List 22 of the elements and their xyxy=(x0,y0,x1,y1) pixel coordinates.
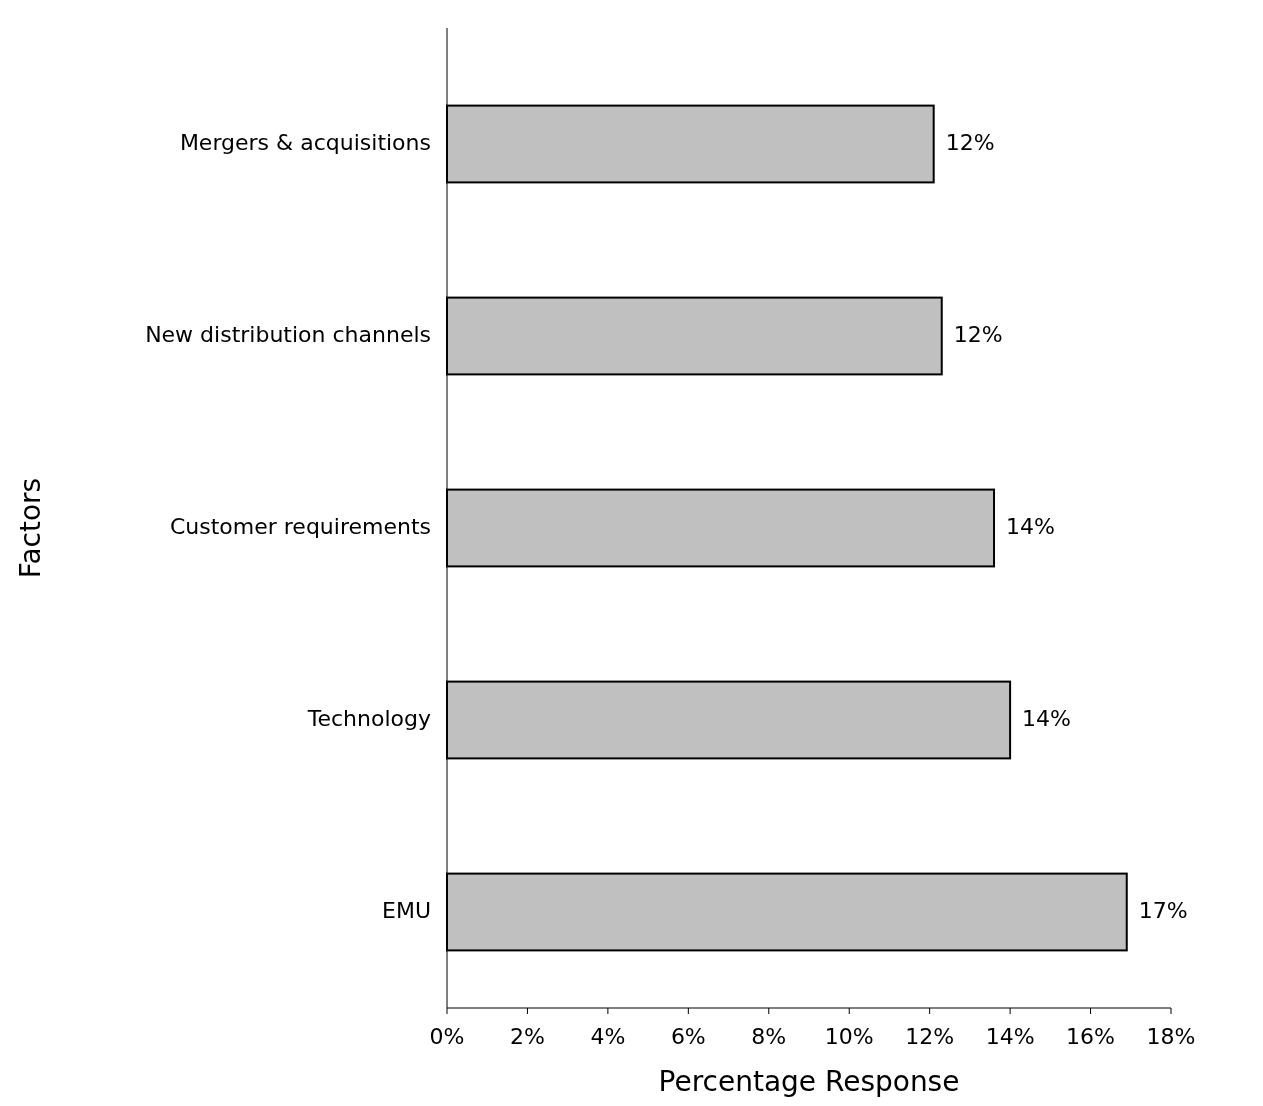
y-tick-label: EMU xyxy=(382,898,431,923)
data-label: 12% xyxy=(945,130,995,155)
y-axis-title: Factors xyxy=(14,477,47,579)
x-tick-label: 18% xyxy=(1146,1024,1196,1049)
x-tick-label: 10% xyxy=(824,1024,874,1049)
y-tick-label: Customer requirements xyxy=(169,514,431,539)
x-tick-label: 2% xyxy=(509,1024,545,1049)
x-tick-label: 4% xyxy=(590,1024,626,1049)
x-tick-label: 16% xyxy=(1066,1024,1116,1049)
data-label: 14% xyxy=(1022,706,1072,731)
y-tick-label: Technology xyxy=(306,706,431,731)
y-tick-label: Mergers & acquisitions xyxy=(179,130,431,155)
x-tick-label: 8% xyxy=(751,1024,787,1049)
x-tick-label: 0% xyxy=(429,1024,465,1049)
x-tick-label: 6% xyxy=(670,1024,706,1049)
data-label: 14% xyxy=(1006,514,1055,539)
x-axis-title: Percentage Response xyxy=(658,1065,960,1098)
x-tick-label: 12% xyxy=(905,1024,955,1049)
y-tick-label: New distribution channels xyxy=(145,322,431,347)
data-label: 12% xyxy=(953,322,1003,347)
x-tick-label: 14% xyxy=(985,1024,1035,1049)
data-label: 17% xyxy=(1138,898,1188,923)
